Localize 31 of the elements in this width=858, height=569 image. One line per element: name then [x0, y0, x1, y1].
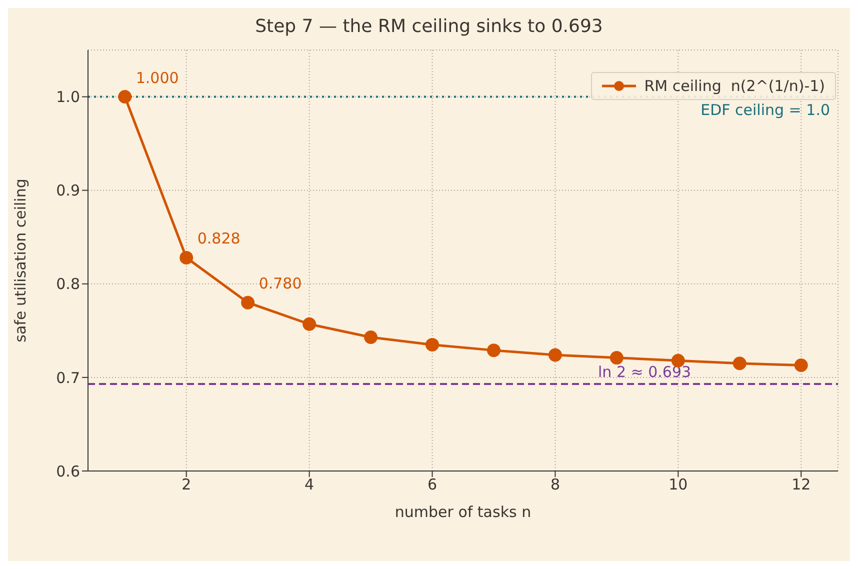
point [486, 344, 500, 358]
point [426, 338, 440, 352]
y-tick-label: 0.8 [56, 275, 80, 294]
chart-title: Step 7 — the RM ceiling sinks to 0.693 [254, 15, 604, 39]
y-tick-label: 1.0 [56, 88, 80, 106]
y-tick-label: 0.9 [56, 182, 80, 200]
point [548, 348, 562, 362]
point [732, 356, 746, 370]
y-tick-label: 0.6 [56, 462, 80, 480]
y-tick-label: 0.7 [56, 368, 80, 387]
data-label: 0.780 [258, 274, 302, 293]
point [180, 250, 194, 264]
x-tick-label: 2 [182, 476, 192, 494]
point [794, 358, 808, 372]
point [364, 330, 378, 344]
x-tick-label: 12 [792, 476, 811, 494]
point [118, 90, 132, 104]
ref-line-label: EDF ceiling = 1.0 [700, 100, 830, 119]
data-label: 1.000 [136, 68, 179, 87]
legend-label: RM ceiling n(2^(1/n)-1) [644, 77, 825, 95]
x-tick-label: 4 [304, 476, 314, 494]
x-tick-label: 8 [550, 476, 560, 494]
point [610, 351, 624, 365]
ref-line-label: ln 2 ≈ 0.693 [598, 362, 692, 381]
x-axis-title: number of tasks n [394, 503, 532, 521]
x-tick-label: 10 [668, 476, 688, 494]
data-label: 0.828 [197, 230, 240, 248]
point [302, 317, 316, 331]
x-tick-label: 6 [427, 476, 438, 494]
y-axis-title: safe utilisation ceiling [11, 178, 30, 342]
point [241, 296, 255, 310]
